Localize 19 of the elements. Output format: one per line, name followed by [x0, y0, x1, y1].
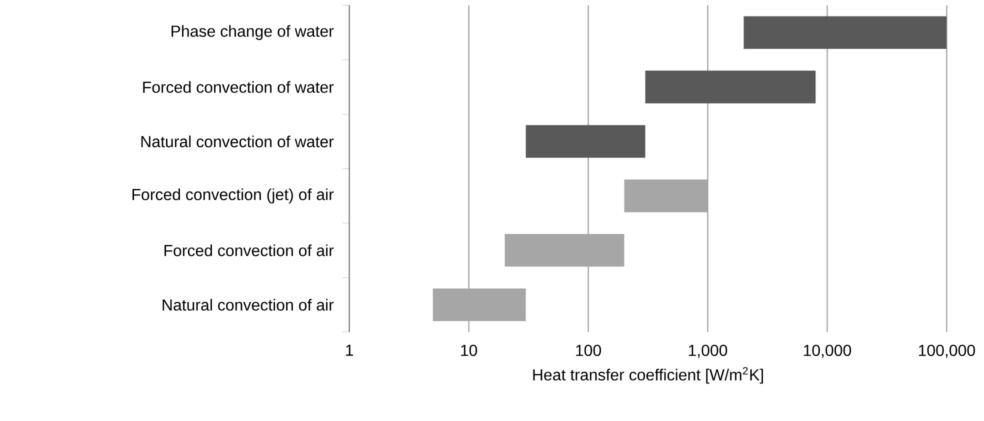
- bar: [624, 180, 708, 212]
- y-tick-label: Natural convection of air: [162, 298, 334, 311]
- x-axis-title: Heat transfer coefficient [W/m$^{2}$K]: [533, 367, 763, 384]
- bar: [526, 125, 646, 158]
- x-tick-label: 10: [461, 344, 478, 356]
- bar: [504, 234, 624, 267]
- x-tick-label: 100: [576, 344, 601, 356]
- y-tick-label: Forced convection of water: [143, 81, 334, 93]
- bar: [645, 70, 816, 104]
- bar: [744, 16, 947, 49]
- x-tick-label: 1: [346, 344, 354, 356]
- x-tick-label: 1,000: [688, 344, 728, 358]
- y-tick-label: Forced convection (jet) of air: [132, 188, 334, 204]
- y-tick-label: Forced convection of air: [164, 244, 334, 256]
- y-tick-label: Phase change of water: [172, 25, 334, 40]
- y-tick-label: Natural convection of water: [141, 136, 334, 148]
- x-tick-label: 100,000: [918, 344, 975, 358]
- x-tick-label: 10,000: [804, 344, 852, 358]
- bar: [432, 288, 526, 322]
